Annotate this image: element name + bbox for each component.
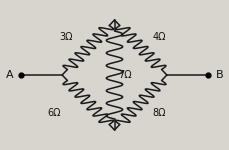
Text: 6Ω: 6Ω	[47, 108, 61, 118]
Text: A: A	[6, 70, 14, 80]
Text: 7Ω: 7Ω	[118, 70, 131, 80]
Text: B: B	[215, 70, 223, 80]
Text: 8Ω: 8Ω	[152, 108, 166, 118]
Text: 3Ω: 3Ω	[59, 32, 72, 42]
Text: 4Ω: 4Ω	[152, 32, 166, 42]
